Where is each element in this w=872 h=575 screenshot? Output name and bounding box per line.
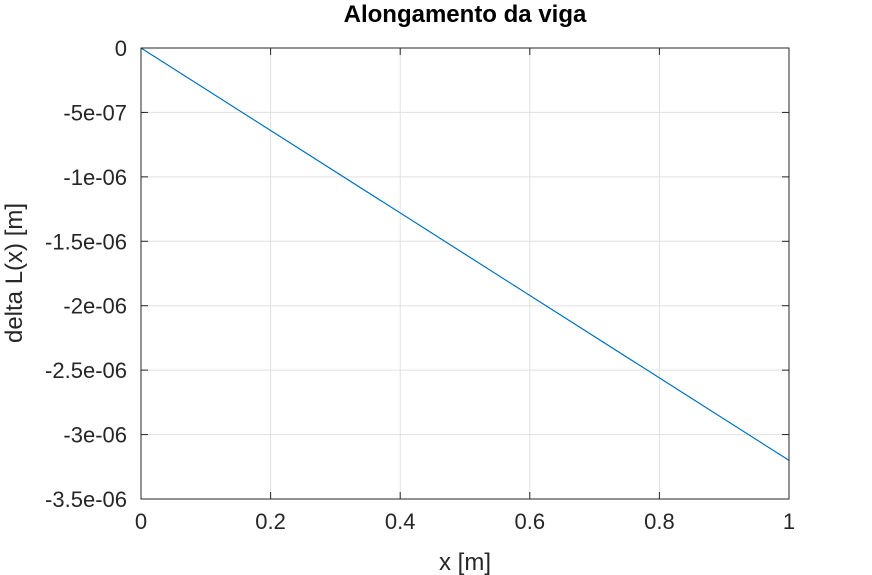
y-tick-label: -2.5e-06 <box>45 358 127 383</box>
x-axis-label: x [m] <box>439 549 491 575</box>
y-axis-label: delta L(x) [m] <box>1 203 28 343</box>
y-tick-label: -5e-07 <box>63 100 127 125</box>
plot-area <box>141 48 789 499</box>
x-tick-label: 0.8 <box>644 509 675 534</box>
ticks-layer: 0 0.2 0.4 0.6 0.8 1 0 -5e-07 -1e-06 -1.5e-06 -2e-0… <box>45 36 795 534</box>
series-line <box>140 47 790 461</box>
y-tick-label: -1.5e-06 <box>45 229 127 254</box>
x-tick-label: 0.2 <box>255 509 286 534</box>
series-layer <box>140 47 790 461</box>
y-tick-label: -3.5e-06 <box>45 487 127 512</box>
x-tick-label: 1 <box>783 509 795 534</box>
y-tick-label: -3e-06 <box>63 423 127 448</box>
chart-title: Alongamento da viga <box>344 1 587 28</box>
x-tick-label: 0 <box>135 509 147 534</box>
plot-frame <box>140 47 790 500</box>
y-tick-label: -2e-06 <box>63 294 127 319</box>
y-tick-label: 0 <box>115 36 127 61</box>
x-tick-label: 0.4 <box>385 509 416 534</box>
x-tick-label: 0.6 <box>515 509 546 534</box>
y-tick-label: -1e-06 <box>63 165 127 190</box>
